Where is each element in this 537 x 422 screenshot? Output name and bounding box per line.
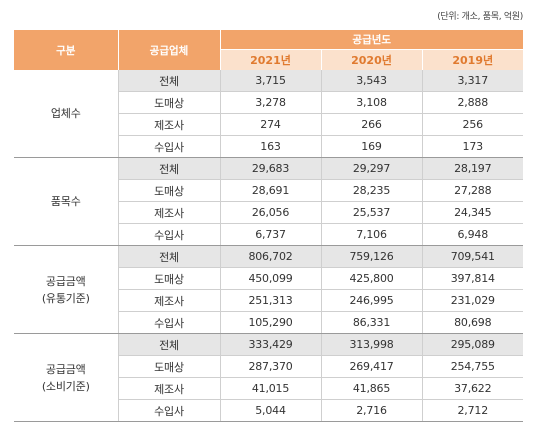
table-row: 수입사 6,737 7,106 6,948	[14, 223, 523, 246]
value-cell: 333,429	[219, 333, 321, 356]
value-cell: 26,056	[219, 201, 321, 224]
value-cell: 759,126	[320, 245, 422, 268]
table-row: 공급금액 (유통기준) 전체 806,702 759,126 709,541	[14, 245, 523, 334]
supplier-type-cell: 수입사	[117, 223, 220, 246]
group-label-line: 공급금액	[45, 362, 86, 376]
table-row: 수입사 5,044 2,716 2,712	[14, 399, 523, 422]
value-cell: 173	[421, 135, 523, 158]
value-cell: 27,288	[421, 179, 523, 202]
supplier-type-cell: 수입사	[117, 311, 220, 334]
value-cell: 6,737	[219, 223, 321, 246]
table-row: 제조사 251,313 246,995 231,029	[14, 289, 523, 312]
value-cell: 25,537	[320, 201, 422, 224]
value-cell: 3,543	[320, 70, 422, 92]
header-year-2019: 2019년	[421, 49, 523, 70]
value-cell: 28,691	[219, 179, 321, 202]
table-row: 품목수 전체 29,683 29,297 28,197	[14, 157, 523, 246]
value-cell: 169	[320, 135, 422, 158]
supplier-type-cell: 도매상	[117, 355, 220, 378]
unit-note: (단위: 개소, 품목, 억원)	[437, 12, 523, 22]
supplier-type-cell: 전체	[117, 70, 220, 92]
value-cell: 3,715	[219, 70, 321, 92]
value-cell: 287,370	[219, 355, 321, 378]
value-cell: 3,108	[320, 91, 422, 114]
value-cell: 397,814	[421, 267, 523, 290]
table-row: 제조사 274 266 256	[14, 113, 523, 136]
table-row: 공급금액 (소비기준) 전체 333,429 313,998 295,089	[14, 333, 523, 422]
table-row: 제조사 41,015 41,865 37,622	[14, 377, 523, 400]
group-label-amount-consumption: 공급금액 (소비기준)	[14, 333, 118, 422]
value-cell: 29,297	[320, 157, 422, 180]
supplier-type-cell: 수입사	[117, 135, 220, 158]
table-row: 도매상 28,691 28,235 27,288	[14, 179, 523, 202]
value-cell: 313,998	[320, 333, 422, 356]
value-cell: 295,089	[421, 333, 523, 356]
value-cell: 163	[219, 135, 321, 158]
table-row: 도매상 3,278 3,108 2,888	[14, 91, 523, 114]
value-cell: 24,345	[421, 201, 523, 224]
header-year-group: 공급년도	[219, 30, 523, 50]
value-cell: 231,029	[421, 289, 523, 312]
value-cell: 2,888	[421, 91, 523, 114]
value-cell: 256	[421, 113, 523, 136]
value-cell: 80,698	[421, 311, 523, 334]
value-cell: 6,948	[421, 223, 523, 246]
supplier-type-cell: 제조사	[117, 289, 220, 312]
value-cell: 37,622	[421, 377, 523, 400]
value-cell: 41,015	[219, 377, 321, 400]
group-label-item-count: 품목수	[14, 157, 118, 246]
header-category: 구분	[14, 30, 118, 70]
value-cell: 806,702	[219, 245, 321, 268]
header-year-2021: 2021년	[219, 49, 321, 70]
value-cell: 246,995	[320, 289, 422, 312]
header-supplier: 공급업체	[117, 30, 220, 70]
header-year-2020: 2020년	[320, 49, 422, 70]
group-label-line: 공급금액	[45, 274, 86, 288]
value-cell: 274	[219, 113, 321, 136]
value-cell: 41,865	[320, 377, 422, 400]
value-cell: 5,044	[219, 399, 321, 422]
value-cell: 425,800	[320, 267, 422, 290]
supplier-type-cell: 전체	[117, 245, 220, 268]
value-cell: 3,278	[219, 91, 321, 114]
supplier-type-cell: 제조사	[117, 377, 220, 400]
table-row: 수입사 105,290 86,331 80,698	[14, 311, 523, 334]
value-cell: 7,106	[320, 223, 422, 246]
table-row: 수입사 163 169 173	[14, 135, 523, 158]
group-label-company-count: 업체수	[14, 70, 118, 158]
supply-table: 구분 공급업체 공급년도 2021년 2020년 2019년 업체수 전체 3,71…	[14, 30, 523, 422]
value-cell: 28,197	[421, 157, 523, 180]
supplier-type-cell: 도매상	[117, 179, 220, 202]
value-cell: 105,290	[219, 311, 321, 334]
table-row: 제조사 26,056 25,537 24,345	[14, 201, 523, 224]
value-cell: 28,235	[320, 179, 422, 202]
table-row: 도매상 287,370 269,417 254,755	[14, 355, 523, 378]
table-body: 업체수 전체 3,715 3,543 3,317 도매상 3,278 3,108 2,888 제조…	[14, 70, 523, 422]
supplier-type-cell: 전체	[117, 157, 220, 180]
supplier-type-cell: 제조사	[117, 201, 220, 224]
value-cell: 86,331	[320, 311, 422, 334]
group-label-line: 업체수	[50, 107, 81, 120]
value-cell: 266	[320, 113, 422, 136]
value-cell: 254,755	[421, 355, 523, 378]
group-label-line: (유통기준)	[41, 291, 90, 305]
table-row: 도매상 450,099 425,800 397,814	[14, 267, 523, 290]
value-cell: 269,417	[320, 355, 422, 378]
group-label-amount-distribution: 공급금액 (유통기준)	[14, 245, 118, 334]
supplier-type-cell: 도매상	[117, 91, 220, 114]
value-cell: 29,683	[219, 157, 321, 180]
table-row: 업체수 전체 3,715 3,543 3,317	[14, 70, 523, 158]
supplier-type-cell: 전체	[117, 333, 220, 356]
value-cell: 2,716	[320, 399, 422, 422]
supplier-type-cell: 수입사	[117, 399, 220, 422]
supplier-type-cell: 제조사	[117, 113, 220, 136]
value-cell: 450,099	[219, 267, 321, 290]
value-cell: 251,313	[219, 289, 321, 312]
supplier-type-cell: 도매상	[117, 267, 220, 290]
value-cell: 709,541	[421, 245, 523, 268]
value-cell: 2,712	[421, 399, 523, 422]
group-label-line: (소비기준)	[41, 379, 90, 393]
value-cell: 3,317	[421, 70, 523, 92]
group-label-line: 품목수	[50, 195, 81, 208]
